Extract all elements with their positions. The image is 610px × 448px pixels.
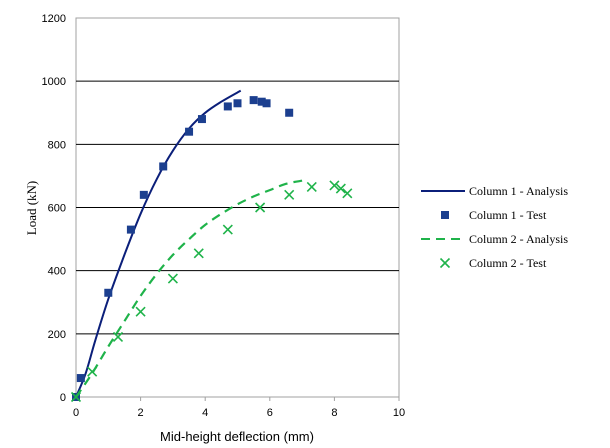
data-point <box>135 306 146 317</box>
data-point <box>70 391 82 403</box>
legend: Column 1 - Analysis Column 1 - Test Column… <box>421 184 568 270</box>
x-stroke <box>342 188 353 199</box>
gridlines <box>76 80 399 335</box>
y-tick-label: 400 <box>48 266 66 278</box>
data-point <box>223 102 232 111</box>
data-point <box>185 127 194 136</box>
data-point <box>104 288 113 297</box>
data-point <box>222 224 233 235</box>
y-tick-label: 200 <box>48 329 66 341</box>
x-stroke <box>112 331 124 343</box>
data-point <box>257 97 266 106</box>
legend-item-column-2-analysis: Column 2 - Analysis <box>421 232 568 246</box>
series-markers-column-2-test <box>70 180 353 403</box>
x-stroke <box>222 224 233 235</box>
legend-label: Column 1 - Analysis <box>469 184 568 198</box>
data-point <box>193 248 204 259</box>
x-stroke <box>306 181 317 193</box>
data-point <box>112 331 124 343</box>
legend-swatch <box>439 257 451 269</box>
data-point <box>285 108 294 117</box>
x-stroke <box>284 189 295 200</box>
data-point <box>159 162 168 171</box>
data-point <box>262 99 271 108</box>
x-tick-label: 2 <box>138 407 144 419</box>
x-stroke <box>70 391 82 403</box>
y-tick-label: 0 <box>60 392 66 404</box>
x-stroke <box>329 180 340 191</box>
data-point <box>306 181 317 193</box>
data-point <box>76 374 85 383</box>
legend-item-column-1-analysis: Column 1 - Analysis <box>421 184 568 198</box>
y-axis-title: Load (kN) <box>24 181 39 236</box>
x-stroke <box>439 257 451 269</box>
series-layer <box>70 89 353 403</box>
y-tick-label: 1200 <box>42 13 66 25</box>
legend-item-column-1-test: Column 1 - Test <box>441 208 547 222</box>
data-point <box>126 225 135 234</box>
y-axis-ticks: 0 200 400 600 800 1000 1200 <box>42 13 66 404</box>
data-point <box>335 183 346 194</box>
legend-label: Column 2 - Analysis <box>469 232 568 246</box>
data-point <box>255 202 266 213</box>
x-tick-label: 8 <box>331 407 337 419</box>
plot-area: 0 200 400 600 800 1000 1200 0 2 4 6 8 10 <box>42 13 406 419</box>
legend-swatch <box>441 211 449 219</box>
x-stroke <box>193 248 204 259</box>
data-point <box>342 188 353 199</box>
y-tick-label: 800 <box>48 139 66 151</box>
legend-label: Column 2 - Test <box>469 256 547 270</box>
x-tick-label: 6 <box>267 407 273 419</box>
data-point <box>139 190 148 199</box>
data-point <box>197 115 206 124</box>
x-stroke <box>167 273 178 284</box>
data-point <box>87 366 98 377</box>
series-line-column-1-analysis <box>75 89 242 398</box>
y-tick-label: 1000 <box>42 76 66 88</box>
data-point <box>167 273 178 284</box>
x-tick-label: 10 <box>393 407 405 419</box>
x-stroke <box>255 202 266 213</box>
data-point <box>233 99 242 108</box>
x-tick-label: 0 <box>73 407 79 419</box>
data-point <box>329 180 340 191</box>
y-tick-label: 600 <box>48 203 66 215</box>
legend-item-column-2-test: Column 2 - Test <box>439 256 547 270</box>
x-stroke <box>135 306 146 317</box>
legend-label: Column 1 - Test <box>469 208 547 222</box>
series-line-column-2-analysis <box>75 179 303 398</box>
x-tick-label: 4 <box>202 407 208 419</box>
data-point <box>249 96 258 105</box>
x-axis-ticks: 0 2 4 6 8 10 <box>73 397 405 419</box>
data-point <box>284 189 295 200</box>
x-stroke <box>87 366 98 377</box>
x-stroke <box>335 183 346 194</box>
x-axis-title: Mid-height deflection (mm) <box>160 429 314 444</box>
